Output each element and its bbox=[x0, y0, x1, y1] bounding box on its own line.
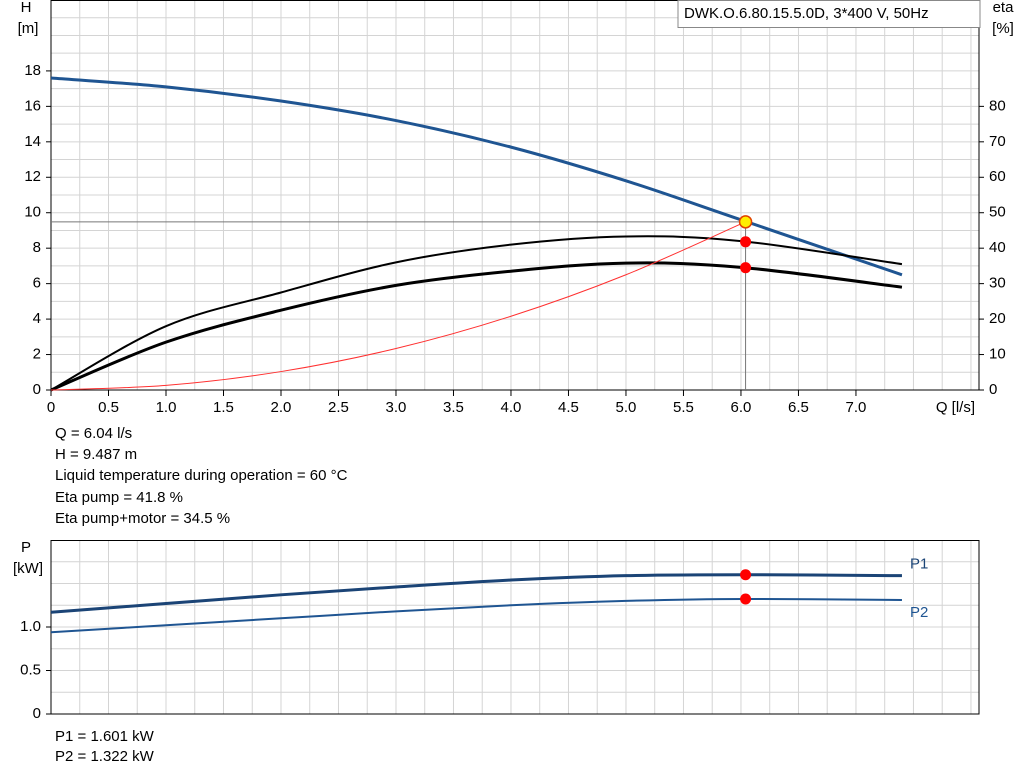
y2-tick-label: 70 bbox=[989, 133, 1006, 150]
info-text: Eta pump = 41.8 % bbox=[55, 489, 183, 506]
x-tick-label: 1.5 bbox=[213, 399, 234, 416]
x-tick-label: 3.5 bbox=[443, 399, 464, 416]
y2-axis-unit: [%] bbox=[992, 20, 1014, 37]
y-tick-label: 14 bbox=[24, 133, 41, 150]
y2-tick-label: 40 bbox=[989, 239, 1006, 256]
y2-tick-label: 60 bbox=[989, 168, 1006, 185]
info-text: Liquid temperature during operation = 60… bbox=[55, 467, 348, 484]
info-text: P2 = 1.322 kW bbox=[55, 748, 155, 765]
x-tick-label: 0 bbox=[47, 399, 55, 416]
y-tick-label: 10 bbox=[24, 204, 41, 221]
chart-title: DWK.O.6.80.15.5.0D, 3*400 V, 50Hz bbox=[684, 5, 929, 22]
series-label: P2 bbox=[910, 604, 928, 621]
x-tick-label: 7.0 bbox=[846, 399, 867, 416]
y2-axis-label: eta bbox=[993, 0, 1015, 16]
y-tick-label: 2 bbox=[33, 346, 41, 363]
y-tick-label: 0 bbox=[33, 381, 41, 398]
y-axis-unit: [m] bbox=[18, 20, 39, 37]
x-tick-label: 4.0 bbox=[501, 399, 522, 416]
x-tick-label: 2.0 bbox=[271, 399, 292, 416]
y2-tick-label: 20 bbox=[989, 310, 1006, 327]
y-tick-label: 1.0 bbox=[20, 618, 41, 635]
y-tick-label: 16 bbox=[24, 97, 41, 114]
info-text: P1 = 1.601 kW bbox=[55, 728, 155, 745]
y-axis-label: P bbox=[21, 539, 31, 556]
curve bbox=[50, 235, 903, 391]
y-axis-label: H bbox=[21, 0, 32, 16]
y2-tick-label: 50 bbox=[989, 204, 1006, 221]
x-tick-label: 1.0 bbox=[156, 399, 177, 416]
x-tick-label: 2.5 bbox=[328, 399, 349, 416]
y2-tick-label: 80 bbox=[989, 97, 1006, 114]
info-text: Eta pump+motor = 34.5 % bbox=[55, 510, 230, 527]
p2-point bbox=[740, 593, 752, 605]
y-tick-label: 0.5 bbox=[20, 661, 41, 678]
x-tick-label: 3.0 bbox=[386, 399, 407, 416]
curve bbox=[50, 221, 746, 391]
y-axis-unit: [kW] bbox=[13, 560, 43, 577]
x-axis-label: Q [l/s] bbox=[936, 399, 975, 416]
x-tick-label: 0.5 bbox=[98, 399, 119, 416]
x-tick-label: 6.5 bbox=[788, 399, 809, 416]
y-tick-label: 6 bbox=[33, 275, 41, 292]
y2-tick-label: 10 bbox=[989, 346, 1006, 363]
series-label: P1 bbox=[910, 556, 928, 573]
plot-frame bbox=[50, 0, 980, 391]
x-tick-label: 5.0 bbox=[616, 399, 637, 416]
eta-pump-point bbox=[740, 236, 752, 248]
x-tick-label: 4.5 bbox=[558, 399, 579, 416]
info-text: Q = 6.04 l/s bbox=[55, 425, 132, 442]
title-box bbox=[677, 0, 981, 28]
duty-point bbox=[738, 215, 753, 229]
x-tick-label: 6.0 bbox=[731, 399, 752, 416]
y-tick-label: 12 bbox=[24, 168, 41, 185]
y-tick-label: 18 bbox=[24, 62, 41, 79]
info-text: H = 9.487 m bbox=[55, 446, 137, 463]
y2-tick-label: 0 bbox=[989, 381, 997, 398]
x-tick-label: 5.5 bbox=[673, 399, 694, 416]
eta-total-point bbox=[740, 262, 752, 274]
y-tick-label: 4 bbox=[33, 310, 41, 327]
y-tick-label: 8 bbox=[33, 239, 41, 256]
y-tick-label: 0 bbox=[33, 705, 41, 722]
p1-point bbox=[740, 569, 752, 581]
y2-tick-label: 30 bbox=[989, 275, 1006, 292]
